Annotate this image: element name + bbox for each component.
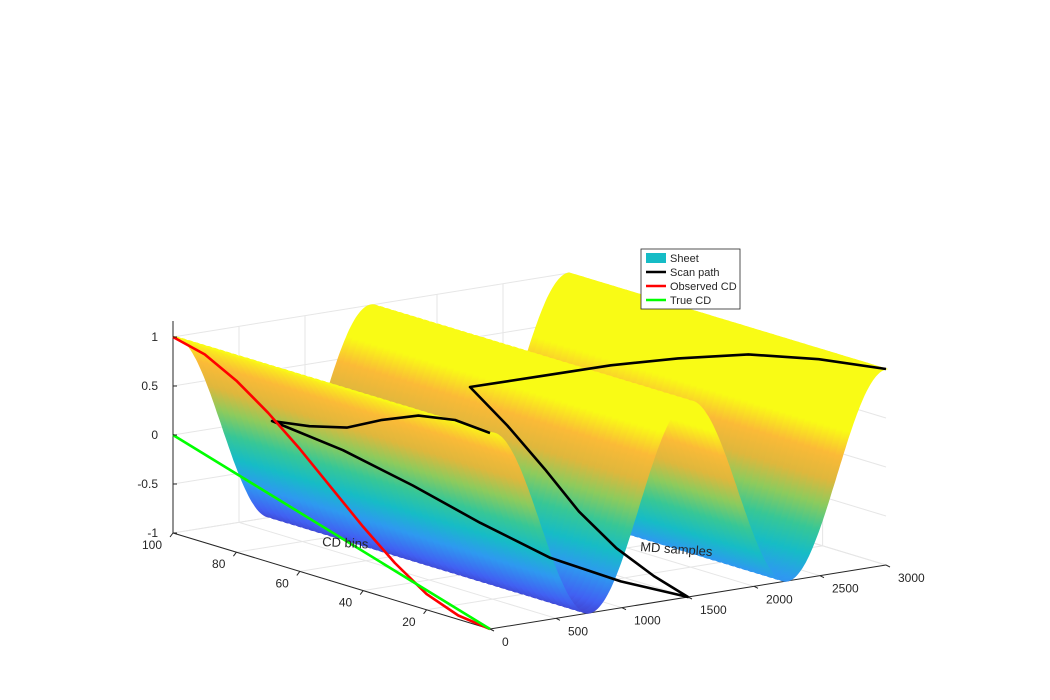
x-tick-mark <box>885 564 891 568</box>
z-tick-label: 1 <box>151 330 158 344</box>
x-tick-label: 2000 <box>766 592 793 606</box>
y-axis-line <box>172 532 491 630</box>
y-tick-label: 80 <box>212 557 226 571</box>
x-tick-label: 2500 <box>832 582 859 596</box>
legend-swatch-sheet <box>646 253 666 263</box>
x-tick-label: 1000 <box>634 614 661 628</box>
y-tick-label: 60 <box>275 576 289 590</box>
y-tick-mark <box>296 571 301 576</box>
y-tick-label: 20 <box>402 615 416 629</box>
x-tick-label: 500 <box>568 624 588 638</box>
legend-label: Scan path <box>670 267 720 279</box>
x-tick-mark <box>819 575 825 579</box>
x-tick-label: 0 <box>502 635 509 649</box>
x-tick-label: 1500 <box>700 603 727 617</box>
y-tick-label: 40 <box>339 596 353 610</box>
z-tick-label: -1 <box>147 526 158 540</box>
x-tick-label: 3000 <box>898 571 925 585</box>
series-true-cd <box>172 433 491 631</box>
tick-labels: 0 500 1000 1500 2000 2500 3000 20 40 60 80 100-1 -0.… <box>137 330 925 649</box>
legend-label: Observed CD <box>670 281 737 293</box>
axis-labels: MD samples CD bins <box>322 534 714 559</box>
series-observed-cd <box>172 335 491 631</box>
y-tick-mark <box>232 551 237 557</box>
z-tick-label: -0.5 <box>137 477 158 491</box>
legend: Sheet Scan path Observed CD True CD <box>640 248 741 310</box>
x-tick-mark <box>687 596 693 600</box>
y-tick-mark <box>169 532 174 538</box>
legend-label: Sheet <box>670 253 699 265</box>
x-tick-mark <box>555 617 561 621</box>
y-tick-label: 100 <box>142 538 162 552</box>
z-tick-label: 0.5 <box>141 379 158 393</box>
y-tick-mark <box>359 590 364 595</box>
sheet-surface <box>172 272 889 614</box>
y-tick-mark <box>423 609 428 615</box>
y-axis-label: CD bins <box>322 534 369 551</box>
x-tick-mark <box>753 585 759 589</box>
x-tick-mark <box>621 607 627 611</box>
legend-label: True CD <box>670 295 711 307</box>
z-tick-label: 0 <box>151 428 158 442</box>
x-tick-mark <box>489 628 495 632</box>
x-axis-label: MD samples <box>640 539 714 559</box>
